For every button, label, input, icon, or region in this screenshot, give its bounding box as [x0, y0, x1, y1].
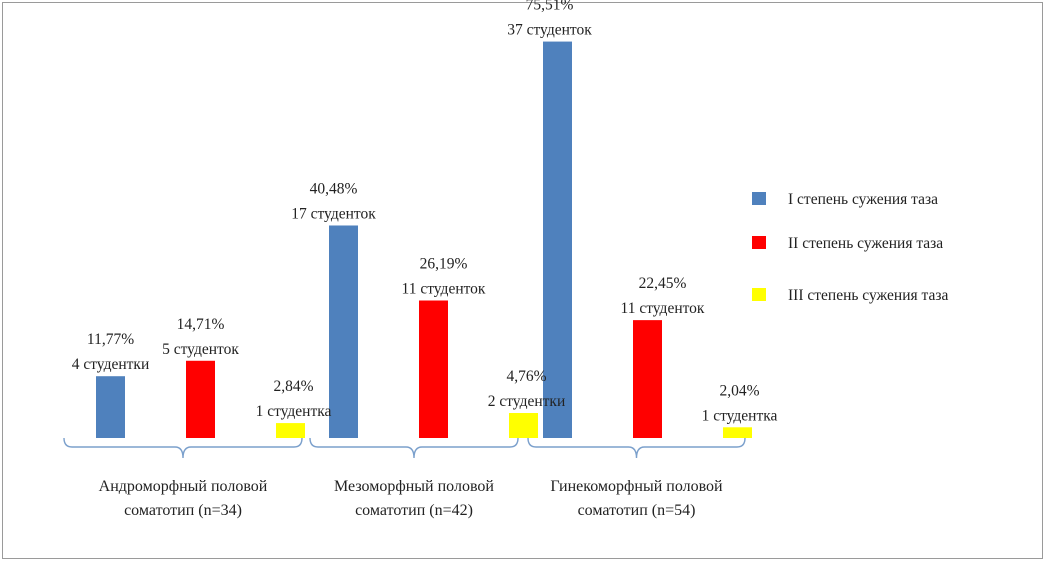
- data-label-s1-c3-line1: 75,51%: [526, 0, 574, 14]
- category-brace-2: [309, 437, 519, 459]
- data-label-s2-c1-line1: 14,71%: [177, 316, 225, 333]
- legend-swatch-3: [752, 288, 766, 301]
- category-brace-3: [527, 437, 746, 459]
- data-label-s2-c3-line2: 11 студенток: [621, 300, 705, 317]
- category-label-2-line2: соматотип (n=42): [355, 502, 473, 519]
- data-label-s3-c3-line2: 1 студентка: [702, 407, 778, 424]
- data-label-s3-c2-line2: 2 студентки: [488, 393, 566, 410]
- legend-label-3: III степень сужения таза: [788, 287, 948, 304]
- data-label-s2-c1-line2: 5 студенток: [162, 341, 239, 358]
- data-label-s1-c2-line2: 17 студенток: [291, 205, 376, 222]
- data-label-s2-c2-line2: 11 студенток: [402, 281, 486, 298]
- category-brace-1: [63, 437, 303, 459]
- bar-s1-c2: [329, 225, 358, 438]
- legend-swatch-1: [752, 192, 766, 205]
- data-label-s1-c1-line1: 11,77%: [87, 331, 134, 348]
- bar-s2-c2: [419, 300, 448, 438]
- category-label-3-line1: Гинекоморфный половой: [550, 478, 723, 495]
- bar-s2-c1: [186, 360, 215, 438]
- category-label-1-line2: соматотип (n=34): [124, 502, 242, 519]
- data-label-s2-c2-line1: 26,19%: [420, 256, 468, 273]
- category-label-2-line1: Мезоморфный половой: [334, 478, 494, 495]
- data-label-s1-c2-line1: 40,48%: [310, 180, 358, 197]
- bar-s3-c1: [276, 423, 305, 438]
- bar-s3-c3: [723, 427, 752, 438]
- legend-swatch-2: [752, 236, 766, 249]
- category-label-1-line1: Андроморфный половой: [99, 478, 268, 495]
- legend-label-1: I степень сужения таза: [788, 191, 938, 208]
- data-label-s3-c3-line1: 2,04%: [719, 382, 759, 399]
- legend-label-2: II степень сужения таза: [788, 235, 943, 252]
- data-label-s3-c1-line2: 1 студентка: [256, 403, 332, 420]
- data-label-s3-c1-line1: 2,84%: [273, 378, 313, 395]
- data-label-s3-c2-line1: 4,76%: [506, 368, 546, 385]
- bar-s1-c3: [543, 41, 572, 438]
- bar-s3-c2: [509, 413, 538, 438]
- bar-s1-c1: [96, 376, 125, 438]
- data-label-s1-c1-line2: 4 студентки: [72, 356, 150, 373]
- category-label-3-line2: соматотип (n=54): [578, 502, 696, 519]
- data-label-s2-c3-line1: 22,45%: [639, 275, 687, 292]
- data-label-s1-c3-line2: 37 студенток: [507, 22, 592, 39]
- bar-s2-c3: [633, 320, 662, 438]
